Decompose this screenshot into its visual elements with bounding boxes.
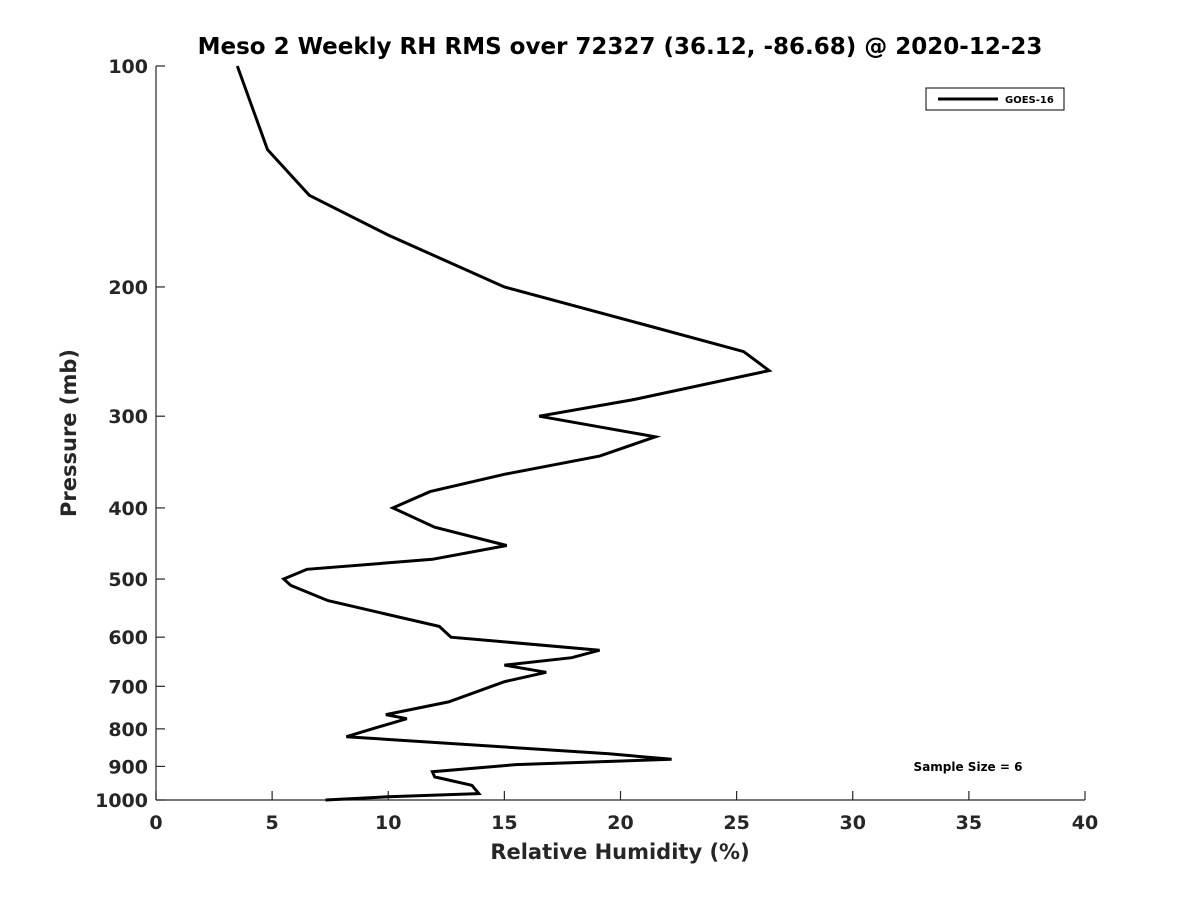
x-tick-label: 30	[840, 812, 866, 834]
x-tick-label: 15	[491, 812, 517, 834]
y-tick-label: 800	[108, 719, 148, 741]
y-tick-label: 900	[108, 756, 148, 778]
legend: GOES-16	[925, 87, 1065, 111]
y-tick-label: 1000	[95, 790, 148, 812]
legend-label-goes-16: GOES-16	[1005, 95, 1054, 106]
x-tick-label: 5	[266, 812, 279, 834]
x-tick-label: 40	[1072, 812, 1098, 834]
series-line-goes-16	[235, 65, 773, 802]
series-group	[235, 65, 773, 802]
x-tick-label: 10	[375, 812, 401, 834]
y-tick-label: 100	[108, 56, 148, 78]
y-tick-label: 400	[108, 498, 148, 520]
y-tick-label: 600	[108, 627, 148, 649]
x-tick-label: 35	[956, 812, 982, 834]
x-tick-label: 20	[607, 812, 633, 834]
y-tick-label: 500	[108, 569, 148, 591]
chart-title: Meso 2 Weekly RH RMS over 72327 (36.12, …	[198, 34, 1043, 60]
y-tick-label: 300	[108, 406, 148, 428]
y-tick-label: 700	[108, 676, 148, 698]
y-tick-label: 200	[108, 277, 148, 299]
x-axis-label: Relative Humidity (%)	[490, 840, 749, 864]
axes: 0 5 10 15 20 25 30 35 40 100 200 300 400 500 600 700 800…	[95, 56, 1098, 834]
x-tick-label: 25	[723, 812, 749, 834]
y-axis-label: Pressure (mb)	[57, 349, 81, 517]
sample-size-annotation: Sample Size = 6	[914, 760, 1023, 774]
x-tick-label: 0	[149, 812, 162, 834]
